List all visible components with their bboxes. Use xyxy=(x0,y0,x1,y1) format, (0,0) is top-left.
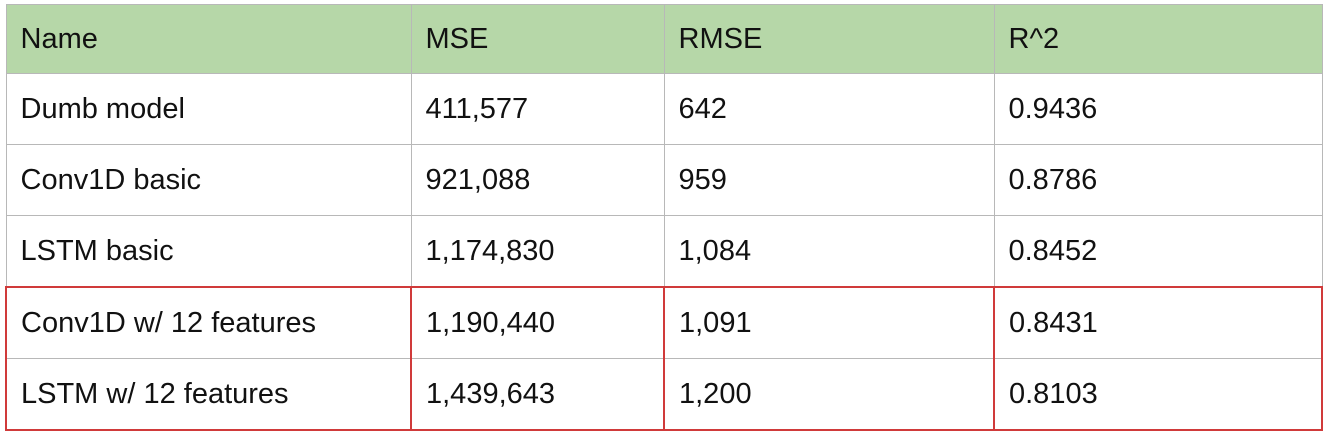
header-row: Name MSE RMSE R^2 xyxy=(5,4,1323,74)
cell-name: Conv1D w/ 12 features xyxy=(5,286,412,359)
table-row: LSTM basic 1,174,830 1,084 0.8452 xyxy=(5,215,1323,288)
table-row-highlighted: Conv1D w/ 12 features 1,190,440 1,091 0.… xyxy=(5,286,1323,359)
results-table: Name MSE RMSE R^2 Dumb model 411,577 642… xyxy=(5,4,1323,431)
cell-mse: 1,174,830 xyxy=(410,215,665,288)
cell-r2: 0.8431 xyxy=(993,286,1323,359)
results-table-container: Name MSE RMSE R^2 Dumb model 411,577 642… xyxy=(5,4,1323,431)
table-header: Name MSE RMSE R^2 xyxy=(5,4,1323,74)
cell-rmse: 642 xyxy=(663,73,995,145)
column-header-r2: R^2 xyxy=(993,4,1323,74)
table-row-highlighted: LSTM w/ 12 features 1,439,643 1,200 0.81… xyxy=(5,358,1323,431)
table-row: Dumb model 411,577 642 0.9436 xyxy=(5,73,1323,145)
column-header-rmse: RMSE xyxy=(663,4,995,74)
cell-mse: 411,577 xyxy=(410,73,665,145)
table-row: Conv1D basic 921,088 959 0.8786 xyxy=(5,144,1323,216)
cell-name: Conv1D basic xyxy=(5,144,412,216)
cell-rmse: 959 xyxy=(663,144,995,216)
column-header-mse: MSE xyxy=(410,4,665,74)
cell-r2: 0.8103 xyxy=(993,358,1323,431)
cell-r2: 0.8786 xyxy=(993,144,1323,216)
cell-rmse: 1,200 xyxy=(663,358,995,431)
cell-mse: 1,190,440 xyxy=(410,286,665,359)
column-header-name: Name xyxy=(5,4,412,74)
table-body: Dumb model 411,577 642 0.9436 Conv1D bas… xyxy=(5,73,1323,431)
cell-r2: 0.8452 xyxy=(993,215,1323,288)
cell-mse: 921,088 xyxy=(410,144,665,216)
cell-name: Dumb model xyxy=(5,73,412,145)
cell-r2: 0.9436 xyxy=(993,73,1323,145)
cell-mse: 1,439,643 xyxy=(410,358,665,431)
cell-rmse: 1,084 xyxy=(663,215,995,288)
cell-name: LSTM w/ 12 features xyxy=(5,358,412,431)
cell-rmse: 1,091 xyxy=(663,286,995,359)
cell-name: LSTM basic xyxy=(5,215,412,288)
